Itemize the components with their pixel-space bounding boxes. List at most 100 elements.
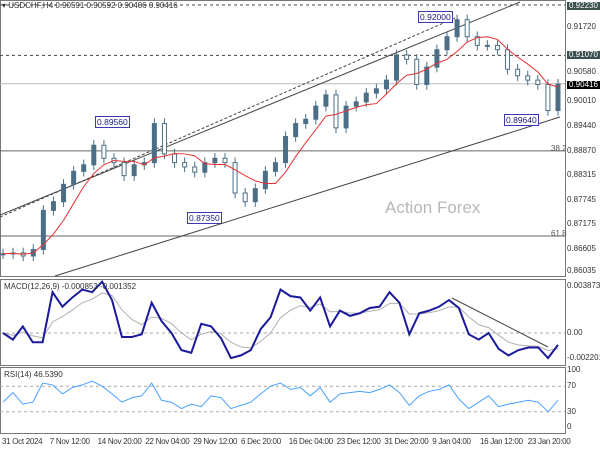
chart-header: ▾ USDCHF,H4 0.90591 0.90592 0.90406 0.90… bbox=[2, 1, 178, 10]
price-tick-label: 0.88870 bbox=[567, 146, 596, 155]
time-tick-label: 16 Jan 12:00 bbox=[480, 437, 523, 446]
time-tick-label: 23 Dec 12:00 bbox=[336, 437, 381, 446]
time-tick-label: 9 Jan 04:00 bbox=[432, 437, 471, 446]
candle-body bbox=[505, 49, 511, 70]
time-tick-label: 14 Nov 20:00 bbox=[97, 437, 142, 446]
candle-body bbox=[515, 68, 521, 77]
candle-body bbox=[313, 105, 319, 120]
moving-average-line bbox=[2, 36, 559, 255]
candle-body bbox=[151, 123, 157, 164]
candle-body bbox=[404, 54, 410, 60]
annotation-low-1: 0.87350 bbox=[187, 212, 222, 224]
ohlc-readout: 0.90591 0.90592 0.90406 0.90416 bbox=[55, 1, 178, 10]
candle-body bbox=[434, 49, 440, 68]
price-tick-label: 0.91720 bbox=[567, 22, 596, 31]
macd-tick-label: 0.003873 bbox=[567, 281, 600, 290]
price-tick-label: 0.90580 bbox=[567, 67, 596, 76]
candle-body bbox=[474, 36, 480, 46]
price-tick-label: 0.92230 bbox=[567, 1, 600, 10]
candle-body bbox=[454, 19, 460, 38]
candle-body bbox=[91, 144, 97, 166]
candle-body bbox=[353, 101, 359, 107]
candle-body bbox=[293, 123, 299, 138]
price-tick-label: 0.87175 bbox=[567, 219, 596, 228]
candle-body bbox=[383, 79, 389, 90]
price-panel-frame bbox=[0, 0, 566, 277]
candle-body bbox=[71, 170, 77, 185]
macd-line bbox=[2, 279, 559, 360]
candle-body bbox=[101, 144, 107, 159]
rsi-tick-label: 70 bbox=[567, 381, 576, 390]
channel-lower-line bbox=[54, 116, 561, 277]
watermark: Action Forex bbox=[385, 198, 481, 217]
candle-body bbox=[535, 79, 541, 85]
candle-body bbox=[81, 164, 87, 172]
macd-panel-frame bbox=[0, 279, 566, 366]
candle-body bbox=[333, 94, 339, 129]
candle-body bbox=[303, 118, 309, 125]
fib-61-label: 61.8 bbox=[551, 229, 567, 238]
symbol-label: USDCHF,H4 bbox=[8, 1, 54, 10]
price-tick-label: 0.90416 bbox=[567, 80, 600, 89]
macd-tick-label: 0.00 bbox=[567, 328, 583, 337]
candle-body bbox=[283, 136, 289, 164]
rsi-panel-frame bbox=[0, 367, 566, 434]
time-tick-label: 7 Nov 12:00 bbox=[49, 437, 90, 446]
candle-body bbox=[323, 94, 329, 107]
candle-body bbox=[394, 54, 400, 81]
candle-body bbox=[182, 162, 188, 168]
channel-mid-line bbox=[0, 17, 456, 218]
candle-body bbox=[272, 162, 278, 172]
candle-body bbox=[50, 201, 56, 211]
candle-body bbox=[131, 164, 137, 177]
time-tick-label: 31 Dec 20:00 bbox=[384, 437, 429, 446]
price-tick-label: 0.86035 bbox=[567, 266, 596, 275]
time-tick-label: 23 Jan 20:00 bbox=[527, 437, 571, 446]
candle-body bbox=[545, 83, 551, 112]
candle-body bbox=[202, 162, 208, 173]
candle-body bbox=[161, 123, 167, 155]
price-tick-label: 0.86605 bbox=[567, 244, 596, 253]
candle-body bbox=[61, 183, 67, 203]
candle-body bbox=[242, 192, 248, 203]
macd-tick-label: -0.002201 bbox=[567, 353, 600, 362]
annotation-low-2: 0.89640 bbox=[504, 114, 539, 126]
candle-body bbox=[172, 153, 178, 164]
rsi-title: RSI(14) 46.5390 bbox=[4, 370, 63, 379]
channel-upper-line bbox=[0, 1, 521, 216]
candle-body bbox=[363, 92, 369, 103]
candle-body bbox=[373, 88, 379, 94]
time-tick-label: 6 Dec 20:00 bbox=[241, 437, 281, 446]
rsi-line bbox=[2, 380, 559, 413]
candle-body bbox=[212, 157, 218, 164]
rsi-tick-label: 30 bbox=[567, 407, 576, 416]
price-tick-label: 0.89440 bbox=[567, 121, 596, 130]
macd-title: MACD(12,26,9) -0.000853 -0.001352 bbox=[4, 282, 137, 291]
candle-body bbox=[484, 44, 490, 47]
time-tick-label: 22 Nov 04:00 bbox=[145, 437, 190, 446]
time-tick-label: 31 Oct 2024 bbox=[2, 437, 43, 446]
rsi-tick-label: 100 bbox=[567, 365, 581, 374]
candle-body bbox=[222, 157, 228, 164]
candle-body bbox=[464, 19, 470, 38]
candle-body bbox=[121, 162, 127, 177]
candle-body bbox=[192, 166, 198, 173]
time-tick-label: 16 Dec 04:00 bbox=[288, 437, 333, 446]
candle-body bbox=[555, 83, 561, 112]
macd-trendline bbox=[451, 297, 549, 348]
candle-body bbox=[525, 75, 531, 81]
annotation-high-1: 0.89560 bbox=[95, 116, 130, 128]
annotation-high-2: 0.92000 bbox=[418, 11, 453, 23]
candle-body bbox=[232, 162, 238, 194]
fib-38-label: 38.2 bbox=[551, 144, 567, 153]
macd-signal-line bbox=[2, 292, 559, 352]
price-tick-label: 0.91070 bbox=[567, 50, 600, 59]
rsi-tick-label: 0 bbox=[567, 422, 572, 431]
price-tick-label: 0.87745 bbox=[567, 195, 596, 204]
price-tick-label: 0.88315 bbox=[567, 170, 596, 179]
candle-body bbox=[444, 36, 450, 51]
price-tick-label: 0.90010 bbox=[567, 96, 596, 105]
candle-body bbox=[40, 209, 46, 250]
